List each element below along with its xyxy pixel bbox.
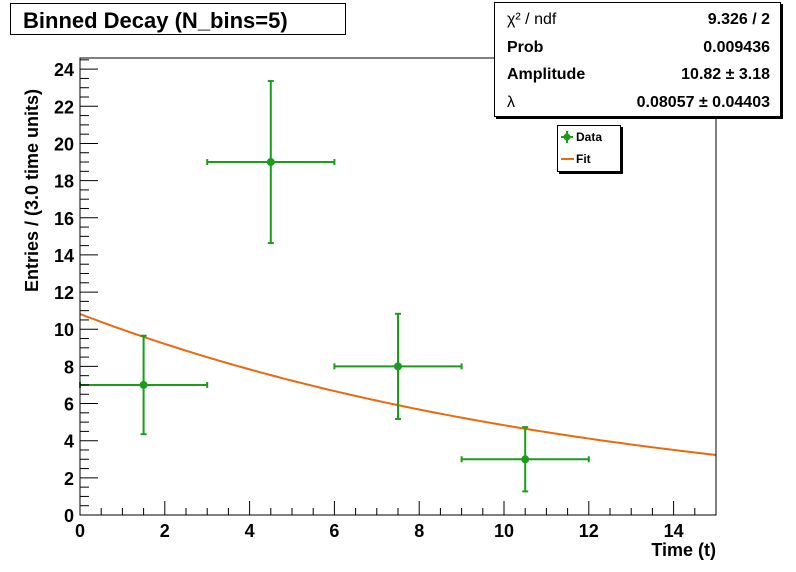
stats-label-prob: Prob [507, 39, 544, 56]
y-tick-label: 22 [54, 97, 74, 117]
x-tick-label: 6 [329, 521, 339, 541]
x-tick-label: 14 [664, 521, 684, 541]
stats-label-amplitude: Amplitude [507, 66, 586, 83]
y-tick-label: 20 [54, 134, 74, 154]
x-tick-label: 4 [245, 521, 255, 541]
legend-data-marker [563, 133, 571, 141]
x-tick-label: 10 [494, 521, 514, 541]
data-marker [139, 380, 148, 389]
stats-row-chi2: χ² / ndf 9.326 / 2 [507, 11, 770, 33]
stats-value-chi2: 9.326 / 2 [707, 11, 770, 28]
y-axis-label: Entries / (3.0 time units) [22, 89, 42, 292]
data-layer [79, 80, 590, 493]
x-tick-label: 12 [579, 521, 599, 541]
stats-value-amplitude: 10.82 ± 3.18 [681, 66, 770, 83]
legend-markers [561, 131, 574, 160]
data-point-2 [206, 80, 336, 245]
chart-title-box: Binned Decay (N_bins=5) [10, 3, 346, 35]
y-tick-label: 2 [64, 469, 74, 489]
data-marker [394, 362, 402, 371]
legend: Data Fit [557, 125, 621, 172]
legend-label-data: Data [576, 130, 603, 144]
y-tick-label: 24 [54, 60, 74, 80]
y-tick-label: 8 [64, 357, 74, 377]
stats-value-prob: 0.009436 [703, 39, 770, 56]
stats-label-lambda: λ [507, 94, 515, 111]
x-tick-label: 8 [414, 521, 424, 541]
data-marker [266, 158, 275, 167]
x-tick-label: 2 [160, 521, 170, 541]
y-tick-label: 0 [64, 506, 74, 526]
data-marker [521, 455, 530, 464]
fit-stats-box: χ² / ndf 9.326 / 2 Prob 0.009436 Amplitu… [494, 2, 781, 117]
data-point-4 [460, 426, 590, 493]
stats-value-lambda: 0.08057 ± 0.04403 [636, 94, 770, 111]
stats-row-amplitude: Amplitude 10.82 ± 3.18 [507, 66, 770, 88]
x-axis-label: Time (t) [651, 540, 716, 560]
data-point-3 [333, 312, 463, 420]
stats-label-chi2: χ² / ndf [507, 11, 557, 28]
data-point-1 [79, 334, 209, 436]
y-tick-label: 12 [54, 283, 74, 303]
y-tick-label: 6 [64, 395, 74, 415]
x-tick-label: 0 [75, 521, 85, 541]
y-tick-label: 10 [54, 320, 74, 340]
y-tick-label: 14 [54, 246, 74, 266]
chart-title: Binned Decay (N_bins=5) [23, 8, 288, 33]
legend-label-fit: Fit [576, 152, 591, 166]
stats-row-prob: Prob 0.009436 [507, 39, 770, 61]
y-tick-label: 16 [54, 209, 74, 229]
y-tick-label: 4 [64, 432, 74, 452]
stats-row-lambda: λ 0.08057 ± 0.04403 [507, 94, 770, 116]
y-tick-label: 18 [54, 172, 74, 192]
